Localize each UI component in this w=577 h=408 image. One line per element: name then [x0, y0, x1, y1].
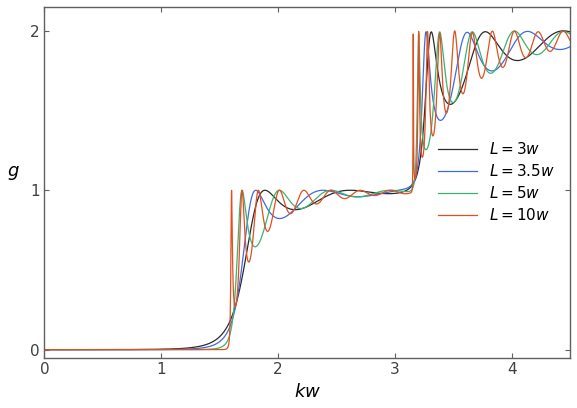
$L = 3.5w$: [231, 308, 238, 313]
$L = 10w$: [231, 304, 238, 308]
$L = 10w$: [68, 347, 74, 352]
$L = 5w$: [567, 31, 574, 36]
Line: $L = 5w$: $L = 5w$: [44, 31, 570, 350]
$L = 3w$: [68, 347, 74, 352]
$L = 10w$: [375, 192, 382, 197]
$L = 3.5w$: [524, 29, 531, 34]
$L = 3w$: [560, 29, 567, 33]
$L = 3w$: [375, 191, 382, 195]
$L = 3.5w$: [352, 194, 359, 199]
$L = 3.5w$: [430, 104, 437, 109]
Line: $L = 3.5w$: $L = 3.5w$: [44, 31, 570, 350]
$L = 3w$: [231, 306, 238, 310]
$L = 5w$: [41, 347, 48, 352]
$L = 3.5w$: [567, 44, 574, 49]
$L = 3w$: [459, 85, 466, 90]
Line: $L = 3w$: $L = 3w$: [44, 31, 570, 350]
$L = 5w$: [68, 347, 74, 352]
$L = 3w$: [567, 29, 574, 34]
$L = 10w$: [459, 91, 466, 96]
$L = 10w$: [41, 347, 48, 352]
$L = 5w$: [430, 94, 437, 99]
$L = 10w$: [567, 38, 574, 43]
$L = 10w$: [451, 29, 458, 33]
Y-axis label: $g$: $g$: [7, 164, 20, 182]
X-axis label: $kw$: $kw$: [294, 383, 321, 401]
$L = 10w$: [352, 189, 359, 194]
$L = 3w$: [430, 42, 437, 47]
$L = 5w$: [231, 295, 238, 300]
$L = 3.5w$: [41, 347, 48, 352]
$L = 3w$: [41, 347, 48, 352]
$L = 3w$: [352, 188, 359, 193]
$L = 5w$: [459, 73, 466, 78]
$L = 3.5w$: [459, 39, 466, 44]
Line: $L = 10w$: $L = 10w$: [44, 31, 570, 350]
$L = 5w$: [352, 195, 359, 200]
$L = 3.5w$: [68, 347, 74, 352]
Legend: $L = 3w$, $L = 3.5w$, $L = 5w$, $L = 10w$: $L = 3w$, $L = 3.5w$, $L = 5w$, $L = 10w…: [431, 133, 563, 231]
$L = 5w$: [375, 190, 382, 195]
$L = 5w$: [511, 29, 518, 33]
$L = 3.5w$: [375, 192, 382, 197]
$L = 10w$: [430, 129, 437, 134]
